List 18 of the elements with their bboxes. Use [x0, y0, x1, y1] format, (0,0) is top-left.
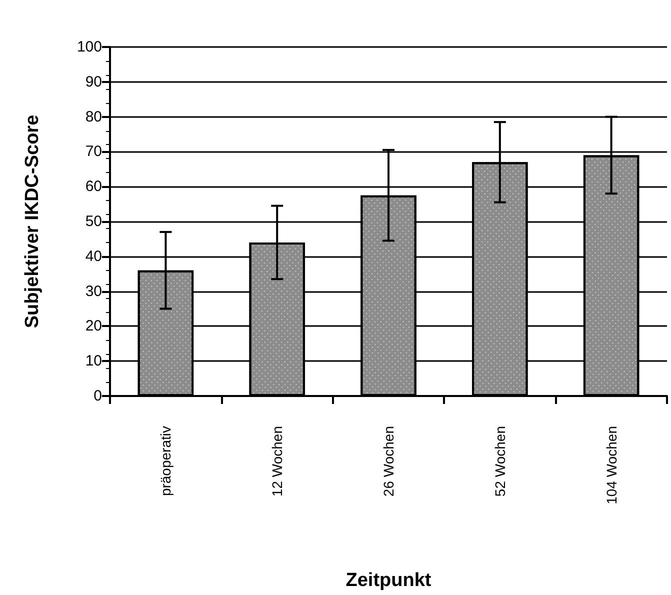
y-tick-label: 90	[85, 73, 102, 90]
y-tick-label: 0	[94, 388, 102, 404]
y-tick-label: 70	[85, 143, 102, 160]
x-tick-label: präoperativ	[158, 426, 174, 496]
x-tick-label: 12 Wochen	[269, 426, 286, 497]
x-tick-label: 26 Wochen	[380, 426, 396, 497]
y-tick-label: 80	[85, 108, 102, 126]
y-tick-label: 10	[85, 352, 102, 370]
y-tick-label: 20	[85, 318, 102, 335]
y-axis-title: Subjektiver IKDC-Score	[22, 114, 43, 328]
y-tick-label: 50	[85, 213, 102, 230]
x-tick-label: 52 Wochen	[492, 426, 508, 497]
y-tick-label: 40	[85, 248, 102, 265]
y-tick-label: 60	[85, 178, 102, 196]
x-axis-title: Zeitpunkt	[346, 570, 432, 591]
y-tick-label: 30	[85, 282, 102, 300]
y-tick-label: 100	[76, 38, 102, 56]
x-tick-label: 104 Wochen	[603, 426, 620, 504]
